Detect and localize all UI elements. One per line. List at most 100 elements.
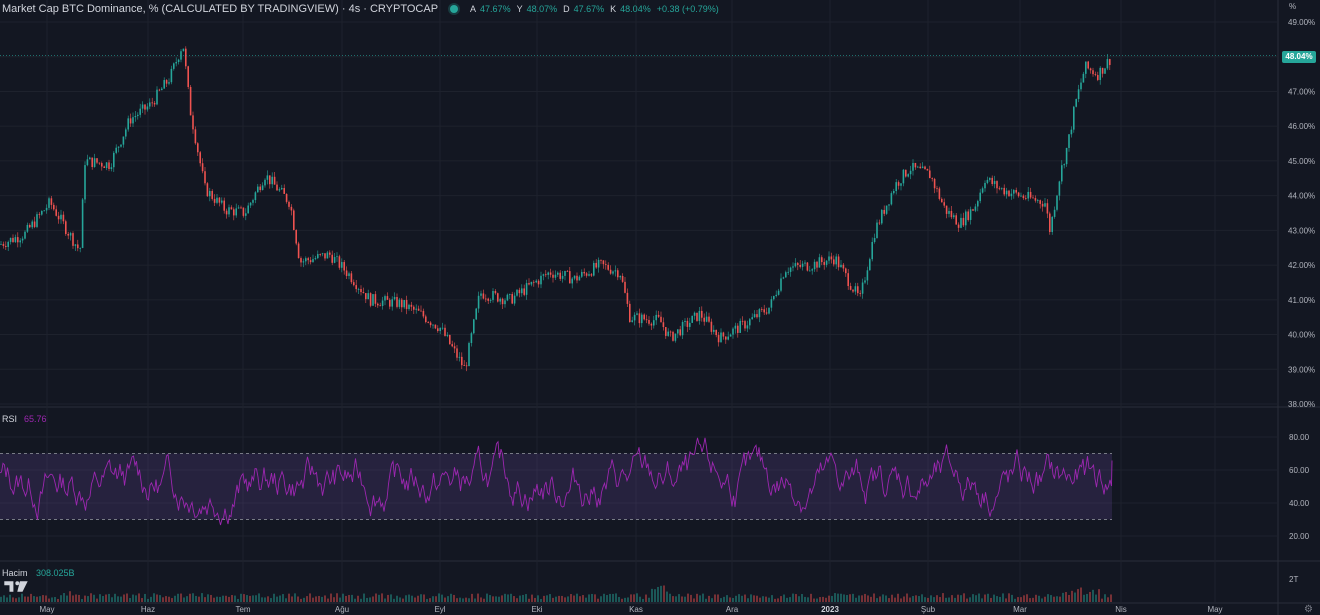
volume-bar — [1002, 593, 1004, 602]
ohlc-high-value: 48.07% — [526, 4, 558, 14]
volume-bar — [129, 597, 131, 602]
candle — [830, 256, 833, 260]
volume-bar — [999, 596, 1001, 602]
candle — [235, 208, 237, 216]
volume-bar — [534, 597, 536, 602]
volume-bar — [423, 594, 425, 602]
candle — [842, 264, 845, 269]
volume-bar — [636, 593, 638, 602]
volume-bar — [138, 593, 140, 602]
candle — [139, 108, 141, 115]
candle — [540, 275, 542, 285]
candle — [902, 169, 905, 184]
candle — [249, 202, 252, 206]
volume-label[interactable]: Hacim — [2, 568, 28, 578]
candle — [105, 162, 108, 168]
volume-bar — [846, 595, 848, 602]
candle — [535, 280, 537, 283]
candle — [602, 260, 605, 265]
volume-bar — [465, 597, 467, 602]
volume-bar — [1083, 594, 1085, 602]
volume-bar — [267, 596, 269, 602]
volume-bar — [393, 598, 395, 602]
volume-bar — [360, 598, 362, 602]
candle — [391, 299, 393, 307]
price-axis-label: 41.00% — [1288, 296, 1315, 305]
volume-bar — [483, 598, 485, 602]
volume-bar — [252, 595, 254, 602]
candle — [365, 293, 367, 300]
candle — [127, 118, 129, 130]
symbol-title[interactable]: Market Cap BTC Dominance, % (CALCULATED … — [2, 3, 439, 15]
volume-bar — [675, 596, 677, 602]
price-axis-label: 40.00% — [1288, 331, 1315, 340]
volume-bar — [462, 598, 464, 602]
volume-bar — [951, 595, 953, 602]
candle — [593, 262, 595, 276]
candle — [953, 215, 955, 218]
volume-bar — [543, 595, 545, 602]
candle — [185, 48, 187, 67]
time-axis-label: Haz — [141, 605, 155, 614]
volume-bar — [711, 598, 713, 602]
candle — [1058, 181, 1061, 196]
candle — [1080, 82, 1082, 90]
volume-bar — [375, 593, 377, 602]
candle — [353, 282, 355, 286]
volume-bar — [942, 593, 944, 602]
settings-gear-icon[interactable]: ⚙ — [1304, 604, 1313, 615]
rsi-label[interactable]: RSI — [2, 414, 18, 424]
chart-header: Market Cap BTC Dominance, % (CALCULATED … — [2, 3, 721, 15]
candle — [888, 204, 890, 206]
volume-bar — [1017, 597, 1019, 602]
candle — [69, 233, 72, 236]
volume-bar — [672, 596, 674, 602]
volume-bar — [888, 598, 890, 602]
candle — [732, 328, 734, 335]
volume-bar — [870, 596, 872, 602]
volume-bar — [495, 596, 497, 602]
candle — [588, 274, 590, 276]
volume-bar — [810, 593, 812, 602]
volume-bar — [39, 596, 41, 602]
candle — [799, 264, 801, 267]
candle — [924, 166, 926, 170]
candle — [1061, 165, 1063, 182]
volume-bar — [921, 594, 923, 602]
volume-bar — [897, 593, 899, 602]
volume-bar — [426, 598, 428, 602]
candle — [14, 237, 17, 243]
tradingview-logo-icon[interactable] — [4, 580, 28, 593]
volume-bar — [936, 595, 938, 602]
volume-bar — [594, 594, 596, 602]
candle — [900, 183, 902, 186]
candle — [794, 263, 797, 267]
candle — [290, 206, 293, 211]
time-axis-label: 2023 — [821, 605, 839, 614]
volume-bar — [258, 593, 260, 602]
candle — [153, 102, 156, 105]
ohlc-low-value: 47.67% — [573, 4, 605, 14]
volume-bar — [468, 598, 470, 602]
candle — [117, 146, 120, 148]
volume-bar — [336, 593, 338, 602]
volume-bar — [1053, 596, 1055, 602]
candle — [461, 356, 463, 366]
candle — [67, 233, 69, 236]
volume-bar — [1074, 592, 1076, 602]
volume-bar — [162, 597, 164, 602]
volume-bar — [831, 595, 833, 602]
volume-bar — [78, 594, 80, 602]
candle — [633, 314, 636, 321]
candle — [1051, 216, 1053, 232]
volume-bar — [288, 593, 290, 602]
volume-bar — [864, 593, 866, 602]
candle — [381, 300, 384, 306]
candle — [614, 270, 617, 272]
candle — [727, 336, 729, 340]
candle — [950, 210, 953, 218]
candle — [691, 315, 693, 323]
candle — [463, 365, 465, 366]
volume-bar — [699, 595, 701, 602]
